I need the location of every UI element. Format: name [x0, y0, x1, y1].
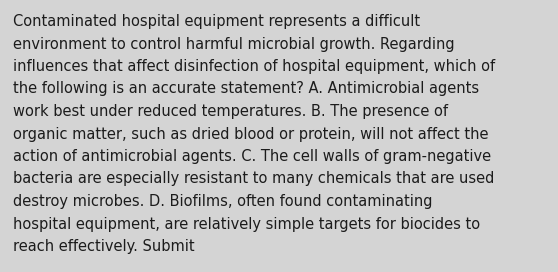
Text: the following is an accurate statement? A. Antimicrobial agents: the following is an accurate statement? …	[13, 82, 479, 97]
Text: organic matter, such as dried blood or protein, will not affect the: organic matter, such as dried blood or p…	[13, 126, 488, 141]
Text: destroy microbes. D. Biofilms, often found contaminating: destroy microbes. D. Biofilms, often fou…	[13, 194, 432, 209]
Text: Contaminated hospital equipment represents a difficult: Contaminated hospital equipment represen…	[13, 14, 420, 29]
Text: reach effectively. Submit: reach effectively. Submit	[13, 239, 195, 254]
Text: environment to control harmful microbial growth. Regarding: environment to control harmful microbial…	[13, 36, 455, 51]
Text: work best under reduced temperatures. B. The presence of: work best under reduced temperatures. B.…	[13, 104, 448, 119]
Text: influences that affect disinfection of hospital equipment, which of: influences that affect disinfection of h…	[13, 59, 495, 74]
Text: bacteria are especially resistant to many chemicals that are used: bacteria are especially resistant to man…	[13, 172, 494, 187]
Text: hospital equipment, are relatively simple targets for biocides to: hospital equipment, are relatively simpl…	[13, 217, 480, 231]
Text: action of antimicrobial agents. C. The cell walls of gram-negative: action of antimicrobial agents. C. The c…	[13, 149, 491, 164]
